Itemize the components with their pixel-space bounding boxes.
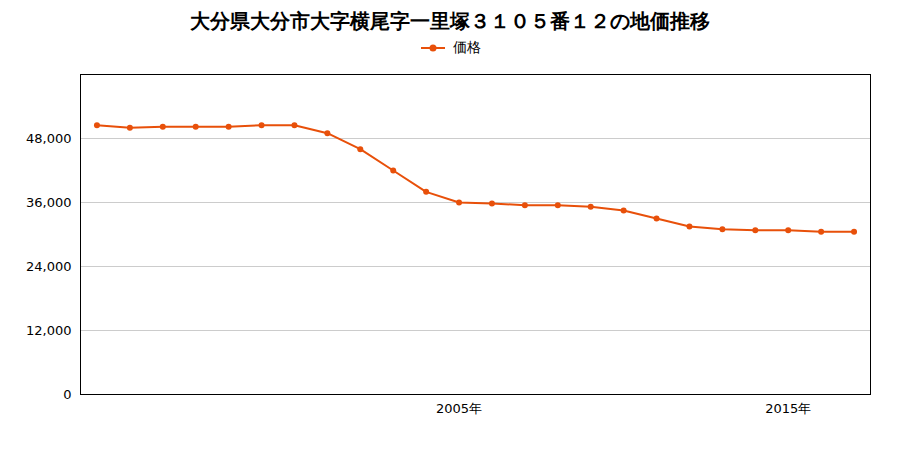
svg-text:48,000: 48,000 <box>26 131 72 146</box>
html-text:価格: 価格 <box>453 39 481 55</box>
svg-text:2005年: 2005年 <box>436 401 482 416</box>
svg-text:12,000: 12,000 <box>26 323 72 338</box>
svg-text:2015年: 2015年 <box>765 401 811 416</box>
svg-text:24,000: 24,000 <box>26 259 72 274</box>
svg-text:0: 0 <box>63 387 71 402</box>
html-text:大分県大分市大字横尾字一里塚３１０５番１２の地価推移: 大分県大分市大字横尾字一里塚３１０５番１２の地価推移 <box>190 9 710 33</box>
svg-text:36,000: 36,000 <box>26 195 72 210</box>
